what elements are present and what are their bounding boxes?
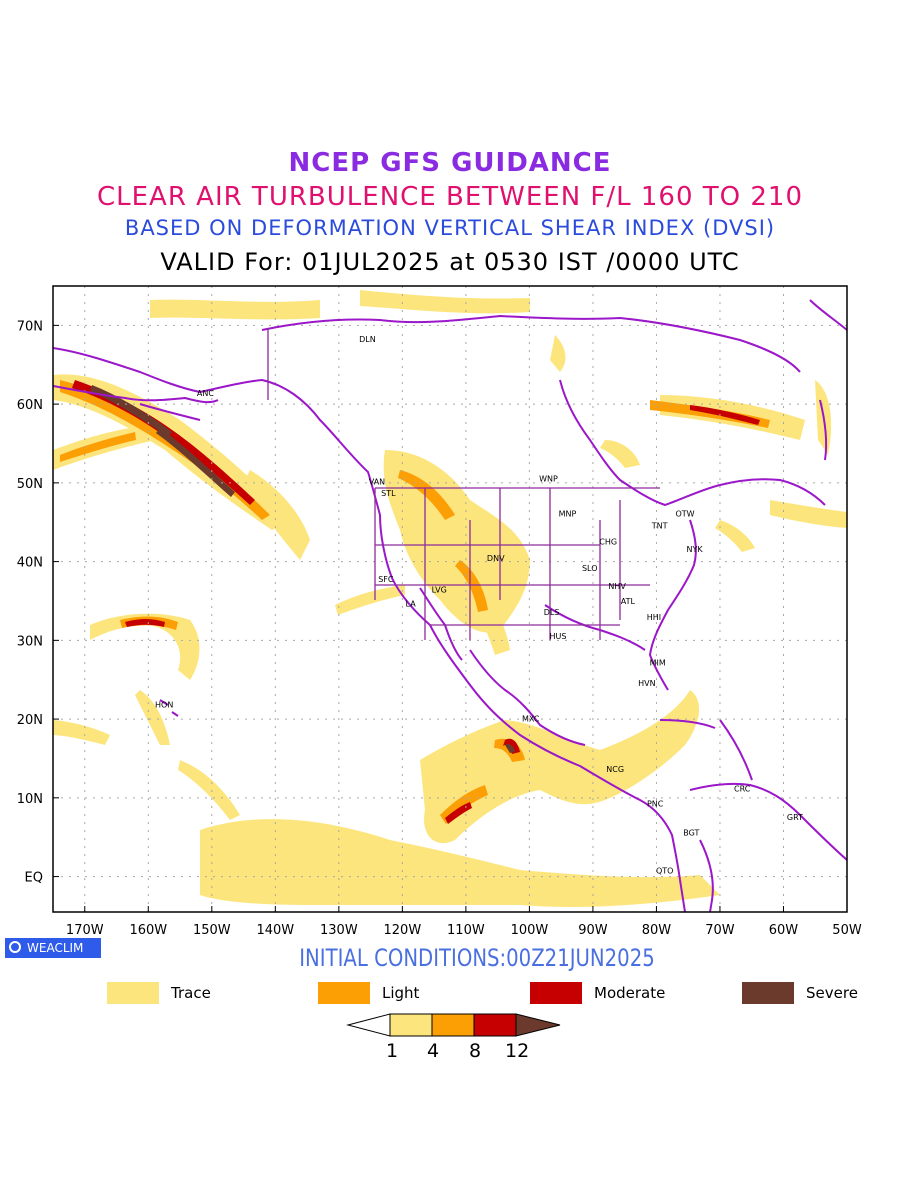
station-label: SFC <box>378 575 394 584</box>
lat-tick-label: 40N <box>17 556 43 571</box>
station-label: ANC <box>197 389 214 398</box>
station-label: HVN <box>638 679 655 688</box>
colorbar <box>346 1013 561 1037</box>
lat-tick-label: 10N <box>17 792 43 807</box>
lon-tick-label: 140W <box>256 923 294 938</box>
colorbar-tick-4: 4 <box>427 1040 440 1062</box>
legend-swatch-trace <box>107 982 159 1004</box>
lon-tick-label: 120W <box>384 923 422 938</box>
station-label: VAN <box>369 477 385 486</box>
legend-label-light: Light <box>382 984 420 1002</box>
station-label: NCG <box>606 765 624 774</box>
lon-tick-label: 150W <box>193 923 231 938</box>
lon-tick-label: 170W <box>66 923 104 938</box>
station-labels: DLN ANC VAN STL WNP OTW TNT MNP CHG NYK DNV SFC SLO L… <box>155 335 803 876</box>
lat-tick-label: 50N <box>17 477 43 492</box>
colorbar-segment-3 <box>473 1013 517 1037</box>
legend-swatch-severe <box>742 982 794 1004</box>
coastlines <box>53 299 847 912</box>
colorbar-tick-12: 12 <box>505 1040 530 1062</box>
lat-tick-label: 30N <box>17 634 43 649</box>
lon-tick-label: 110W <box>447 923 485 938</box>
lon-tick-label: 100W <box>511 923 549 938</box>
colorbar-tick-8: 8 <box>469 1040 482 1062</box>
station-label: PNC <box>647 799 664 808</box>
lat-tick-label: 60N <box>17 398 43 413</box>
lon-tick-label: 70W <box>705 923 735 938</box>
station-label: CHG <box>599 537 617 546</box>
station-label: TNT <box>651 522 668 531</box>
legend-label-severe: Severe <box>806 984 858 1002</box>
colorbar-tick-1: 1 <box>386 1040 399 1062</box>
station-label: MXC <box>522 714 540 723</box>
station-label: QTO <box>656 866 673 875</box>
station-label: WNP <box>539 474 558 483</box>
lat-tick-label: EQ <box>25 871 43 886</box>
station-label: NHV <box>608 582 626 591</box>
lon-tick-label: 50W <box>832 923 862 938</box>
station-label: MNP <box>559 510 577 519</box>
station-label: LA <box>406 599 417 608</box>
longitude-labels: 170W 160W 150W 140W 130W 120W 110W 100W 90W 80W 70… <box>66 906 862 938</box>
lon-tick-label: 90W <box>578 923 608 938</box>
colorbar-high-triangle <box>515 1013 561 1037</box>
station-label: MIM <box>650 659 666 668</box>
station-label: BGT <box>683 829 699 838</box>
colorbar-segment-1 <box>389 1013 433 1037</box>
lat-tick-label: 70N <box>17 319 43 334</box>
lon-tick-label: 80W <box>642 923 672 938</box>
station-label: HHI <box>647 613 661 622</box>
legend-label-trace: Trace <box>171 984 211 1002</box>
station-label: STL <box>381 489 396 498</box>
circle-icon <box>9 941 21 953</box>
station-label: DNV <box>487 554 505 563</box>
chart-title-line-2: CLEAR AIR TURBULENCE BETWEEN F/L 160 TO … <box>96 182 804 212</box>
station-label: DLS <box>544 608 560 617</box>
chart-title-line-3: BASED ON DEFORMATION VERTICAL SHEAR INDE… <box>124 216 776 240</box>
legend-swatch-light <box>318 982 370 1004</box>
legend-label-moderate: Moderate <box>594 984 666 1002</box>
turbulence-fields <box>53 290 847 907</box>
colorbar-segment-2 <box>431 1013 475 1037</box>
station-label: HUS <box>550 632 567 641</box>
station-label: SLO <box>582 564 598 573</box>
lon-tick-label: 60W <box>769 923 799 938</box>
map-frame <box>52 285 848 913</box>
station-label: GRT <box>787 813 803 822</box>
weaclim-logo: WEACLIM <box>5 938 101 958</box>
weaclim-label: WEACLIM <box>27 941 84 955</box>
station-label: NYK <box>686 545 703 554</box>
latitude-labels: 70N 60N 50N 40N 30N 20N 10N EQ <box>17 319 59 886</box>
initial-conditions: INITIAL CONDITIONS:00Z21JUN2025 <box>299 944 655 972</box>
political-boundaries <box>267 328 660 640</box>
valid-time: VALID For: 01JUL2025 at 0530 IST /0000 U… <box>160 248 740 276</box>
lon-tick-label: 130W <box>320 923 358 938</box>
legend-swatch-moderate <box>530 982 582 1004</box>
station-label: DLN <box>359 335 376 344</box>
chart-title-line-1: NCEP GFS GUIDANCE <box>288 148 612 178</box>
station-label: ATL <box>621 597 636 606</box>
graticule <box>53 286 847 912</box>
lat-tick-label: 20N <box>17 713 43 728</box>
lon-tick-label: 160W <box>129 923 167 938</box>
station-label: OTW <box>675 510 694 519</box>
station-label: LVG <box>432 585 447 594</box>
station-label: HON <box>155 700 173 709</box>
colorbar-low-triangle <box>346 1013 391 1037</box>
station-label: CRC <box>734 785 751 794</box>
